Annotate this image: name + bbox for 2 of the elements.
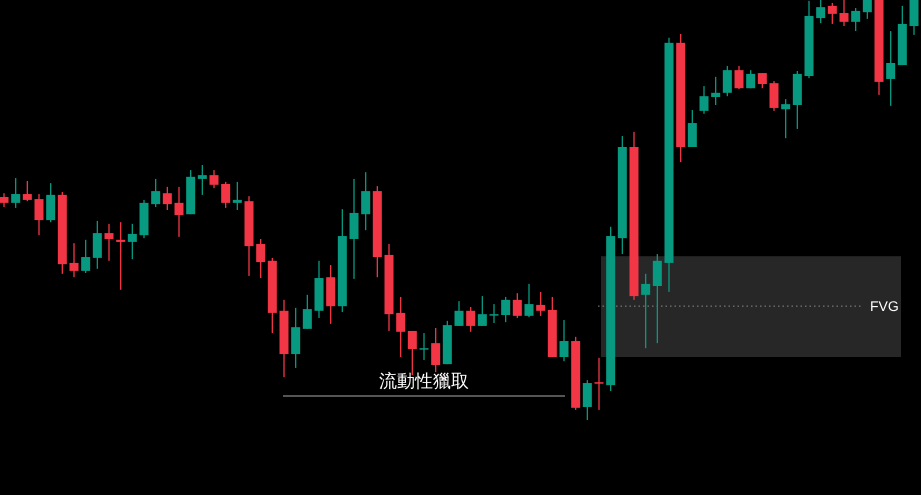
ref-line-label: 流動性獵取: [379, 371, 469, 392]
ref-line-label: FVG: [870, 298, 899, 314]
